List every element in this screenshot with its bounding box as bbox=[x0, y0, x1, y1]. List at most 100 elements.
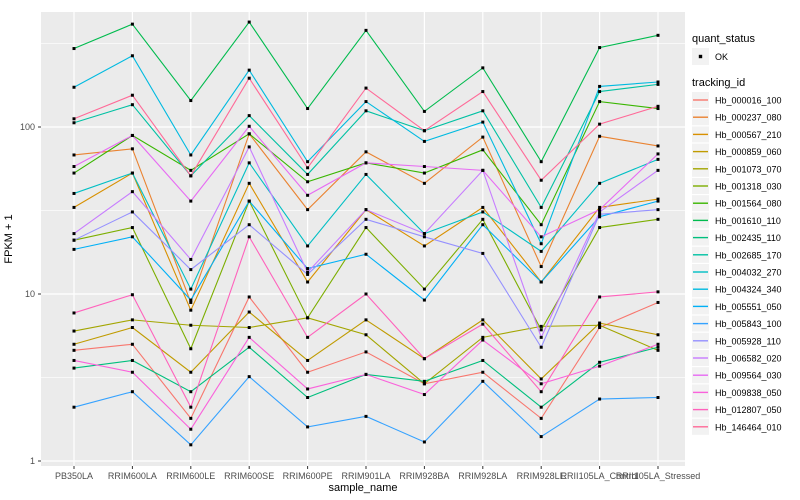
y-tick-label: 100 bbox=[20, 122, 35, 132]
data-point bbox=[364, 150, 368, 154]
data-point bbox=[306, 387, 310, 391]
legend-item-Hb_006582_020: Hb_006582_020 bbox=[692, 350, 782, 366]
data-point bbox=[306, 208, 310, 212]
data-point bbox=[364, 208, 368, 212]
data-point bbox=[422, 129, 426, 133]
data-point bbox=[481, 205, 485, 209]
data-point bbox=[72, 405, 76, 409]
data-point bbox=[72, 232, 76, 236]
legend-item-label: Hb_012807_050 bbox=[715, 405, 782, 415]
data-point bbox=[72, 47, 76, 51]
data-point bbox=[364, 86, 368, 90]
data-point bbox=[364, 161, 368, 165]
data-point bbox=[72, 342, 76, 346]
data-point bbox=[130, 326, 134, 330]
data-point bbox=[306, 180, 310, 184]
data-point bbox=[598, 205, 602, 209]
data-point bbox=[598, 360, 602, 364]
data-point bbox=[539, 435, 543, 439]
data-point bbox=[422, 298, 426, 302]
data-point bbox=[306, 160, 310, 164]
data-point bbox=[598, 84, 602, 88]
data-point bbox=[247, 223, 251, 227]
x-tick-label: RRII105LA_Control bbox=[561, 471, 639, 481]
legend-item-label: Hb_002435_110 bbox=[715, 233, 781, 243]
data-point bbox=[364, 414, 368, 418]
x-tick-label: RRIM928LA bbox=[458, 471, 507, 481]
y-tick-label: 10 bbox=[25, 289, 35, 299]
data-point bbox=[130, 370, 134, 374]
data-point bbox=[598, 321, 602, 325]
data-point bbox=[598, 100, 602, 104]
legend-item-Hb_001564_080: Hb_001564_080 bbox=[692, 195, 782, 212]
legend-item-label: Hb_146464_010 bbox=[715, 422, 782, 432]
data-point bbox=[364, 217, 368, 221]
data-point bbox=[539, 416, 543, 420]
data-point bbox=[247, 375, 251, 379]
data-point bbox=[247, 181, 251, 185]
data-point bbox=[189, 268, 193, 272]
data-point bbox=[481, 379, 485, 383]
data-point bbox=[189, 347, 193, 351]
data-point bbox=[306, 370, 310, 374]
legend-item-label: Hb_001564_080 bbox=[715, 199, 782, 209]
data-point bbox=[189, 257, 193, 261]
data-point bbox=[481, 120, 485, 124]
data-point bbox=[306, 280, 310, 284]
data-point bbox=[598, 90, 602, 94]
legend-item-label: Hb_000859_060 bbox=[715, 147, 782, 157]
data-point bbox=[247, 295, 251, 299]
data-point bbox=[306, 244, 310, 248]
legend-item-Hb_005843_100: Hb_005843_100 bbox=[692, 315, 782, 332]
legend-item-label: Hb_004324_340 bbox=[715, 285, 782, 295]
data-point bbox=[422, 235, 426, 239]
data-point bbox=[130, 342, 134, 346]
legend-item-Hb_001073_070: Hb_001073_070 bbox=[692, 160, 782, 177]
legend-item-label: Hb_001318_030 bbox=[715, 182, 782, 192]
data-point bbox=[306, 166, 310, 170]
legend-quant-status-title: quant_status bbox=[692, 33, 755, 45]
data-point bbox=[130, 358, 134, 362]
data-point bbox=[130, 133, 134, 137]
data-point bbox=[422, 357, 426, 361]
data-point bbox=[539, 345, 543, 349]
data-point bbox=[422, 171, 426, 175]
data-point bbox=[130, 210, 134, 214]
data-point bbox=[481, 135, 485, 139]
x-tick-label: RRIM600LE bbox=[166, 471, 215, 481]
data-point bbox=[130, 235, 134, 239]
data-point bbox=[656, 152, 660, 156]
data-point bbox=[598, 208, 602, 212]
data-point bbox=[539, 382, 543, 386]
data-point bbox=[481, 322, 485, 326]
legend: quant_status tracking_id OK Hb_000016_100… bbox=[692, 33, 782, 435]
legend-item-Hb_002685_170: Hb_002685_170 bbox=[692, 246, 782, 263]
data-point bbox=[72, 205, 76, 209]
legend-item-Hb_005928_110: Hb_005928_110 bbox=[692, 332, 781, 349]
legend-item-Hb_146464_010: Hb_146464_010 bbox=[692, 418, 782, 435]
data-point bbox=[364, 333, 368, 337]
legend-item-Hb_000237_080: Hb_000237_080 bbox=[692, 109, 782, 126]
legend-item-Hb_012807_050: Hb_012807_050 bbox=[692, 401, 782, 418]
panel-background bbox=[41, 12, 685, 466]
data-point bbox=[130, 147, 134, 151]
legend-item-label: Hb_000567_210 bbox=[715, 130, 782, 140]
legend-item-label: Hb_005928_110 bbox=[715, 336, 781, 346]
data-point bbox=[72, 153, 76, 157]
data-point bbox=[656, 157, 660, 161]
x-tick-label: RRIM600PE bbox=[283, 471, 333, 481]
legend-quant-status-item-label: OK bbox=[715, 52, 728, 62]
data-point bbox=[130, 390, 134, 394]
data-point bbox=[306, 396, 310, 400]
x-tick-label: RRIM928LE bbox=[517, 471, 566, 481]
data-point bbox=[364, 292, 368, 296]
x-axis-title: sample_name bbox=[328, 482, 397, 494]
data-point bbox=[422, 382, 426, 386]
data-point bbox=[189, 405, 193, 409]
data-point bbox=[539, 160, 543, 164]
data-point bbox=[656, 396, 660, 400]
data-point bbox=[306, 425, 310, 429]
data-point bbox=[306, 107, 310, 111]
data-point bbox=[422, 287, 426, 291]
